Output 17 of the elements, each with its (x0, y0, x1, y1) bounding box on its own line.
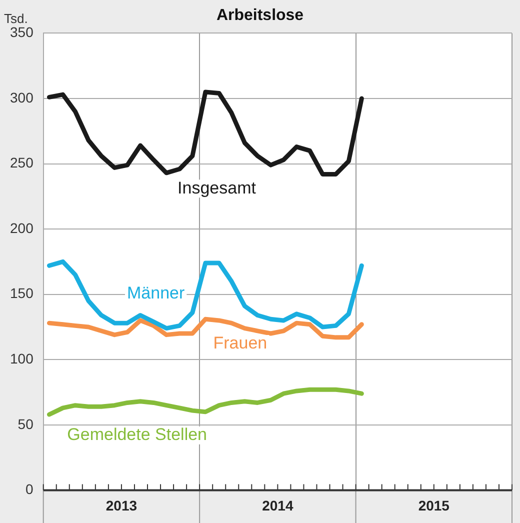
y-tick-label: 300 (10, 89, 34, 106)
series-label: Insgesamt (178, 178, 256, 198)
y-tick-label: 250 (10, 154, 34, 171)
y-tick-label: 150 (10, 285, 34, 302)
series-label: Männer (127, 283, 185, 302)
y-tick-label: 100 (10, 350, 34, 366)
x-tick-label: 2015 (418, 497, 450, 514)
y-tick-label: 350 (10, 24, 34, 40)
y-axis-title: Tsd. (4, 11, 28, 26)
chart-title: Arbeitslose (216, 7, 304, 24)
series-label: Frauen (213, 334, 268, 353)
y-tick-label: 200 (10, 220, 34, 236)
y-tick-label: 0 (26, 481, 34, 498)
x-tick-label: 2013 (106, 497, 138, 514)
x-tick-label: 2014 (262, 497, 294, 514)
y-tick-label: 50 (18, 416, 34, 432)
series-label: Gemeldete Stellen (67, 425, 208, 444)
